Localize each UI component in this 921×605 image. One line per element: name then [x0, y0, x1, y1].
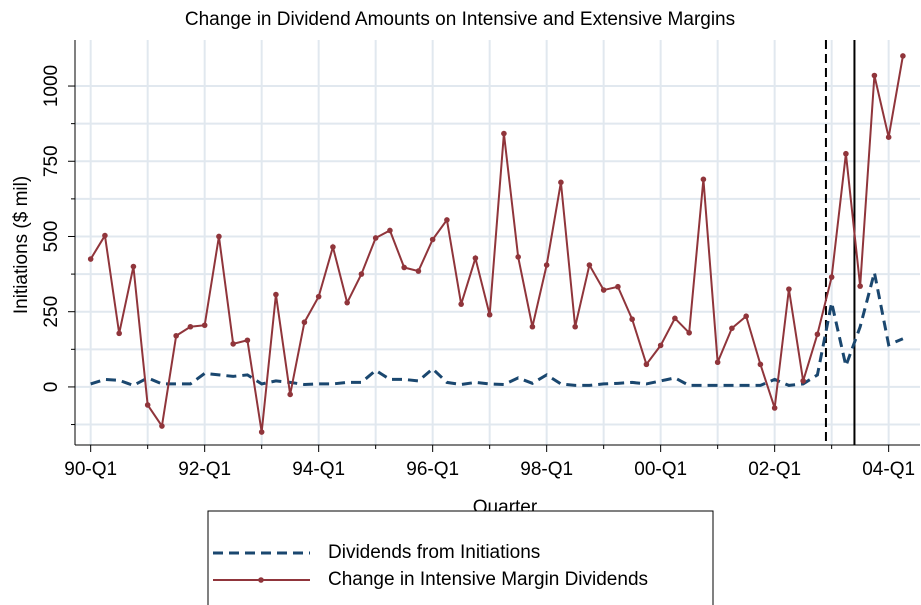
point: [173, 332, 179, 339]
point: [501, 130, 507, 137]
point: [401, 264, 407, 271]
chart-title: Change in Dividend Amounts on Intensive …: [185, 9, 735, 30]
point: [700, 176, 707, 183]
point: [857, 283, 863, 289]
point: [543, 262, 550, 268]
point: [258, 429, 265, 435]
line-series: [90, 272, 904, 388]
point: [358, 271, 365, 277]
point: [201, 322, 208, 329]
point: [458, 301, 464, 307]
y-tick-label: 250: [41, 296, 62, 328]
point: [116, 330, 122, 337]
point: [187, 323, 194, 330]
point: [686, 329, 692, 336]
x-tick-label: 90-Q1: [64, 459, 117, 480]
line-series: [89, 55, 904, 433]
point: [415, 268, 422, 274]
point: [558, 179, 564, 186]
point: [600, 287, 607, 293]
point: [629, 316, 635, 323]
point: [529, 323, 536, 330]
point: [643, 361, 650, 368]
point: [657, 342, 664, 349]
point: [130, 263, 137, 270]
point: [87, 256, 94, 262]
point: [800, 378, 806, 384]
point: [144, 402, 151, 408]
y-axis-label: Initiations ($ mil): [11, 176, 32, 314]
point: [714, 359, 721, 366]
x-tick-label: 98-Q1: [520, 459, 573, 480]
y-tick-label: 0: [41, 382, 62, 393]
point: [572, 323, 578, 330]
point: [757, 361, 764, 368]
point: [372, 235, 379, 241]
point: [230, 341, 236, 347]
point: [315, 293, 322, 300]
point: [301, 319, 308, 326]
point: [729, 325, 735, 332]
point: [615, 283, 621, 290]
point: [771, 405, 778, 411]
legend-marker: [258, 577, 264, 583]
point: [444, 217, 450, 223]
y-tick-label: 1000: [41, 65, 62, 107]
y-tick-label: 500: [41, 221, 62, 253]
y-tick-label: 750: [41, 145, 62, 177]
point: [786, 286, 792, 292]
point: [871, 72, 878, 79]
legend-box: [207, 510, 714, 605]
legend-label: Change in Intensive Margin Dividends: [328, 569, 648, 590]
point: [843, 150, 849, 157]
x-tick-label: 94-Q1: [292, 459, 345, 480]
point: [216, 233, 222, 240]
point: [743, 313, 749, 320]
x-tick-label: 92-Q1: [178, 459, 231, 480]
point: [387, 227, 393, 234]
point: [586, 262, 593, 268]
point: [287, 391, 293, 398]
x-tick-label: 02-Q1: [748, 459, 801, 480]
x-tick-label: 00-Q1: [634, 459, 687, 480]
point: [472, 255, 479, 261]
point: [515, 254, 521, 260]
point: [486, 311, 493, 318]
point: [885, 134, 892, 140]
point: [273, 291, 279, 298]
point: [244, 337, 251, 344]
point: [344, 299, 350, 306]
x-tick-label: 04-Q1: [862, 459, 915, 480]
point: [159, 423, 165, 429]
point: [828, 274, 835, 280]
x-tick-label: 96-Q1: [406, 459, 459, 480]
point: [102, 232, 108, 239]
legend-label: Dividends from Initiations: [328, 542, 540, 563]
point: [672, 315, 678, 322]
point: [429, 236, 436, 243]
point: [814, 331, 821, 338]
point: [330, 244, 336, 250]
point: [900, 53, 906, 59]
